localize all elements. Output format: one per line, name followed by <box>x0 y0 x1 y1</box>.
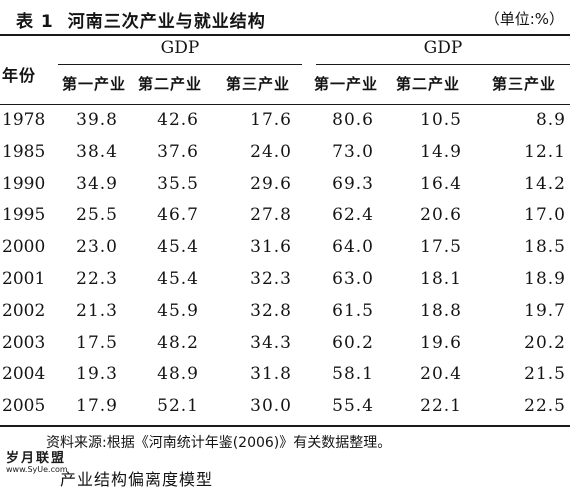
value-cell: 69.3 <box>332 174 374 194</box>
value-cell: 32.3 <box>250 269 292 289</box>
value-cell: 20.2 <box>524 333 566 353</box>
value-cell: 39.8 <box>76 110 118 130</box>
value-cell: 14.9 <box>420 142 462 162</box>
table-title: 表 1 河南三次产业与就业结构 <box>16 7 266 32</box>
value-cell: 19.3 <box>76 364 118 384</box>
year-cell: 2000 <box>2 237 46 257</box>
next-section-heading: 产业结构偏离度模型 <box>60 470 214 489</box>
value-cell: 17.5 <box>420 237 462 257</box>
value-cell: 64.0 <box>332 237 374 257</box>
value-cell: 17.6 <box>250 110 292 130</box>
year-column-header: 年份 <box>2 66 37 85</box>
value-cell: 20.4 <box>420 364 462 384</box>
column-header: 第一产业 <box>313 75 378 93</box>
top-rule <box>0 34 570 36</box>
group-header-gdp: GDP <box>160 38 200 58</box>
value-cell: 58.1 <box>332 364 374 384</box>
value-cell: 32.8 <box>250 301 292 321</box>
value-cell: 34.9 <box>76 174 118 194</box>
value-cell: 52.1 <box>157 396 199 416</box>
value-cell: 61.5 <box>332 301 374 321</box>
group-header-employment: GDP <box>423 38 463 58</box>
value-cell: 46.7 <box>157 205 199 225</box>
value-cell: 45.4 <box>157 269 199 289</box>
value-cell: 17.5 <box>76 333 118 353</box>
value-cell: 38.4 <box>76 142 118 162</box>
value-cell: 25.5 <box>76 205 118 225</box>
value-cell: 18.1 <box>420 269 462 289</box>
value-cell: 18.5 <box>524 237 566 257</box>
value-cell: 24.0 <box>250 142 292 162</box>
value-cell: 45.9 <box>157 301 199 321</box>
year-cell: 1995 <box>2 205 46 225</box>
watermark-url: www.SyUe.com <box>6 465 68 475</box>
year-cell: 2002 <box>2 301 46 321</box>
value-cell: 45.4 <box>157 237 199 257</box>
value-cell: 30.0 <box>250 396 292 416</box>
group-underline-gdp <box>58 64 302 65</box>
value-cell: 22.1 <box>420 396 462 416</box>
year-cell: 2001 <box>2 269 46 289</box>
table-number: 表 1 <box>16 12 54 32</box>
value-cell: 31.8 <box>250 364 292 384</box>
value-cell: 8.9 <box>535 110 566 130</box>
value-cell: 55.4 <box>332 396 374 416</box>
table-caption: 表 1 河南三次产业与就业结构 （单位:%） <box>0 0 570 34</box>
value-cell: 73.0 <box>332 142 374 162</box>
value-cell: 34.3 <box>250 333 292 353</box>
column-header: 第三产业 <box>225 75 290 93</box>
value-cell: 60.2 <box>332 333 374 353</box>
value-cell: 21.3 <box>76 301 118 321</box>
value-cell: 18.8 <box>420 301 462 321</box>
watermark-text: 岁月联盟 <box>6 451 67 466</box>
value-cell: 31.6 <box>250 237 292 257</box>
column-header: 第三产业 <box>491 75 556 93</box>
value-cell: 42.6 <box>157 110 199 130</box>
table-title-text: 河南三次产业与就业结构 <box>67 12 266 32</box>
value-cell: 21.5 <box>524 364 566 384</box>
year-cell: 1990 <box>2 174 46 194</box>
column-header: 第二产业 <box>137 75 202 93</box>
source-note: 资料来源:根据《河南统计年鉴(2006)》有关数据整理。 <box>46 435 392 451</box>
bottom-rule <box>0 425 570 427</box>
year-cell: 1985 <box>2 142 46 162</box>
value-cell: 17.0 <box>524 205 566 225</box>
value-cell: 48.2 <box>157 333 199 353</box>
value-cell: 23.0 <box>76 237 118 257</box>
table-unit: （单位:%） <box>484 10 564 28</box>
value-cell: 62.4 <box>332 205 374 225</box>
value-cell: 16.4 <box>420 174 462 194</box>
value-cell: 19.6 <box>420 333 462 353</box>
value-cell: 48.9 <box>157 364 199 384</box>
value-cell: 14.2 <box>524 174 566 194</box>
year-cell: 2004 <box>2 364 46 384</box>
year-cell: 2003 <box>2 333 46 353</box>
value-cell: 17.9 <box>76 396 118 416</box>
header-rule <box>0 104 570 105</box>
group-underline-employment <box>316 64 570 65</box>
value-cell: 10.5 <box>420 110 462 130</box>
column-header: 第一产业 <box>61 75 126 93</box>
value-cell: 27.8 <box>250 205 292 225</box>
value-cell: 80.6 <box>332 110 374 130</box>
value-cell: 29.6 <box>250 174 292 194</box>
value-cell: 35.5 <box>157 174 199 194</box>
watermark-logo: 岁月联盟 www.SyUe.com <box>6 451 68 475</box>
year-cell: 1978 <box>2 110 46 130</box>
column-header: 第二产业 <box>395 75 460 93</box>
value-cell: 19.7 <box>524 301 566 321</box>
value-cell: 12.1 <box>524 142 566 162</box>
value-cell: 22.3 <box>76 269 118 289</box>
year-cell: 2005 <box>2 396 46 416</box>
value-cell: 37.6 <box>157 142 199 162</box>
value-cell: 18.9 <box>524 269 566 289</box>
value-cell: 20.6 <box>420 205 462 225</box>
value-cell: 22.5 <box>524 396 566 416</box>
value-cell: 63.0 <box>332 269 374 289</box>
